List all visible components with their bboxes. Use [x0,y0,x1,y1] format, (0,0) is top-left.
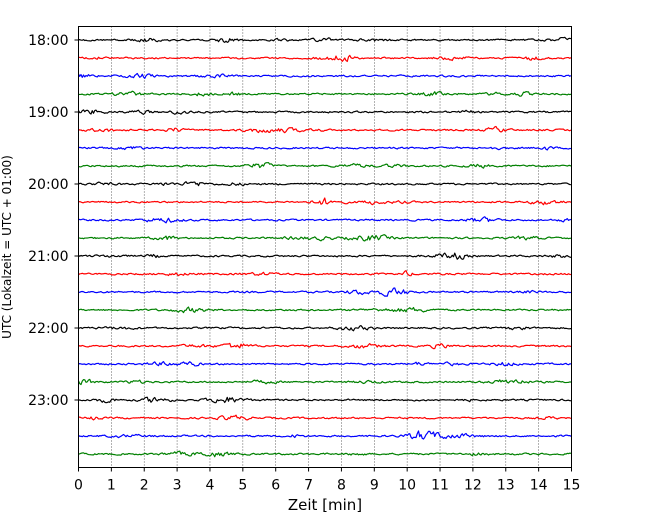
x-tick-label: 7 [304,478,313,494]
trace-row-21 [78,414,572,421]
x-tick-label: 2 [140,478,149,494]
trace-row-14 [78,287,572,297]
trace-row-20 [78,396,572,404]
x-tick-label: 12 [464,478,482,494]
trace-row-8 [78,181,572,187]
y-tick-label: 23:00 [28,393,68,409]
trace-row-9 [78,197,572,206]
trace-row-1 [78,54,572,63]
trace-row-4 [77,109,572,115]
x-tick-label: 6 [271,478,280,494]
y-tick-label: 19:00 [28,105,68,121]
trace-row-11 [78,234,572,242]
trace-row-16 [78,324,572,332]
trace-row-17 [78,342,572,350]
plot-frame [78,26,572,468]
trace-row-6 [78,145,572,151]
trace-row-10 [78,216,572,224]
x-tick-label: 4 [206,478,215,494]
traces [77,36,572,458]
x-tick-label: 0 [74,478,83,494]
trace-row-19 [77,378,572,386]
trace-row-15 [78,306,572,314]
trace-row-22 [78,430,572,440]
x-tick-label: 8 [337,478,346,494]
trace-row-18 [78,361,572,367]
trace-row-7 [78,162,572,169]
trace-row-23 [78,450,572,458]
x-tick-label: 10 [398,478,416,494]
trace-row-2 [77,72,572,79]
trace-row-12 [78,252,572,260]
x-axis-label: Zeit [min] [288,496,362,514]
x-tick-label: 13 [497,478,515,494]
x-tick-label: 1 [107,478,116,494]
y-tick-label: 22:00 [28,321,68,337]
x-tick-label: 15 [563,478,581,494]
x-tick-label: 11 [431,478,449,494]
x-axis: 0 1 2 3 4 5 6 7 8 9 10 11 12 13 14 15 [74,467,581,494]
y-tick-label: 18:00 [28,33,68,49]
trace-row-13 [78,270,572,277]
y-tick-label: 21:00 [28,249,68,265]
y-axis: 18:00 19:00 20:00 21:00 22:00 23:00 [28,33,79,409]
x-tick-label: 14 [530,478,548,494]
y-tick-label: 20:00 [28,177,68,193]
x-tick-label: 9 [370,478,379,494]
x-tick-label: 5 [238,478,247,494]
x-tick-label: 3 [173,478,182,494]
y-axis-label: UTC (Lokalzeit = UTC + 01:00) [0,155,14,339]
trace-row-5 [78,125,572,134]
trace-row-0 [78,36,572,43]
trace-row-3 [78,90,572,97]
